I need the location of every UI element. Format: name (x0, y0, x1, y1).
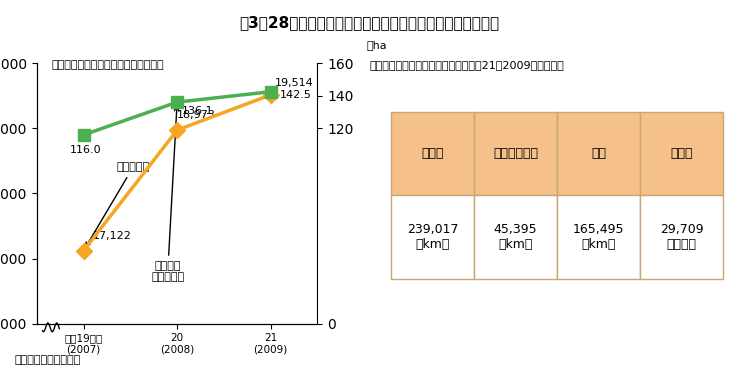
FancyBboxPatch shape (475, 195, 557, 279)
Text: 17,122: 17,122 (93, 231, 132, 241)
Text: 農道: 農道 (591, 147, 606, 160)
Text: 45,395
（km）: 45,395 （km） (494, 223, 537, 251)
FancyBboxPatch shape (641, 112, 723, 195)
Text: 165,495
（km）: 165,495 （km） (573, 223, 624, 251)
Text: 資料：農林水産省調べ: 資料：農林水産省調べ (15, 355, 81, 365)
Text: パイプライン: パイプライン (493, 147, 538, 160)
Text: 136.1: 136.1 (182, 106, 213, 116)
FancyBboxPatch shape (557, 112, 641, 195)
Text: 開水路: 開水路 (421, 147, 444, 160)
Text: 142.5: 142.5 (280, 90, 312, 100)
Text: 18,973: 18,973 (177, 110, 216, 120)
FancyBboxPatch shape (557, 195, 641, 279)
Text: 万ha: 万ha (367, 40, 387, 50)
Text: 取組面積
（右目盛）: 取組面積 （右目盛） (151, 106, 184, 282)
Text: 116.0: 116.0 (69, 145, 101, 155)
FancyBboxPatch shape (475, 112, 557, 195)
Text: 図3－28　農地・水・環境保全向上対策（共同活動）の実績: 図3－28 農地・水・環境保全向上対策（共同活動）の実績 (239, 15, 499, 30)
Text: （保全活動を実施している施設（平成21（2009）年度））: （保全活動を実施している施設（平成21（2009）年度）） (369, 60, 564, 70)
Text: 19,514: 19,514 (275, 78, 314, 89)
Text: 活動組織数: 活動組織数 (86, 163, 150, 247)
FancyBboxPatch shape (391, 195, 475, 279)
Text: 239,017
（km）: 239,017 （km） (407, 223, 458, 251)
Text: 29,709
（か所）: 29,709 （か所） (660, 223, 703, 251)
FancyBboxPatch shape (391, 112, 475, 195)
FancyBboxPatch shape (641, 195, 723, 279)
Text: ため池: ため池 (671, 147, 693, 160)
Text: （取組状況の推移（組織数、面積））: （取組状況の推移（組織数、面積）） (52, 60, 165, 70)
